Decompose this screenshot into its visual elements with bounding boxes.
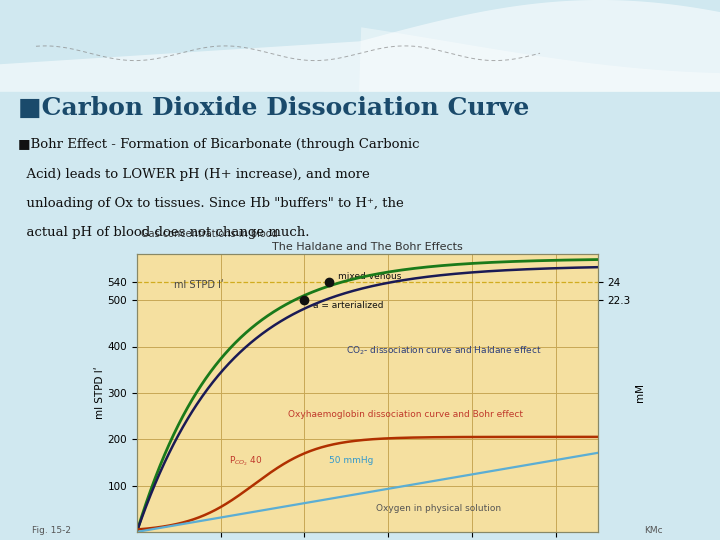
Text: Oxyhaemoglobin dissociation curve and Bohr effect: Oxyhaemoglobin dissociation curve and Bo… [287,410,523,419]
Text: Gas concentrations in blood: Gas concentrations in blood [141,228,278,239]
Y-axis label: ml STPD lʹ: ml STPD lʹ [94,367,104,419]
Text: KMc: KMc [644,525,663,535]
Text: CO$_2$- dissociation curve and Haldane effect: CO$_2$- dissociation curve and Haldane e… [346,345,542,357]
Text: Acid) leads to LOWER pH (H+ increase), and more: Acid) leads to LOWER pH (H+ increase), a… [18,167,370,180]
Y-axis label: mM: mM [635,383,644,402]
Text: mixed venous: mixed venous [338,272,401,281]
Polygon shape [0,0,720,92]
Text: ml STPD lʹ: ml STPD lʹ [174,280,223,290]
Text: 50 mmHg: 50 mmHg [330,456,374,465]
Title: The Haldane and The Bohr Effects: The Haldane and The Bohr Effects [272,241,462,252]
Text: P$_{CO_2}$ 40: P$_{CO_2}$ 40 [229,454,263,468]
Text: actual pH of blood does not change much.: actual pH of blood does not change much. [18,226,310,239]
Text: ■Bohr Effect - Formation of Bicarbonate (through Carbonic: ■Bohr Effect - Formation of Bicarbonate … [18,138,420,151]
Text: unloading of Ox to tissues. Since Hb "buffers" to H⁺, the: unloading of Ox to tissues. Since Hb "bu… [18,197,404,210]
Text: a = arterialized: a = arterialized [312,301,383,309]
Text: Oxygen in physical solution: Oxygen in physical solution [376,504,500,513]
Text: ■Carbon Dioxide Dissociation Curve: ■Carbon Dioxide Dissociation Curve [18,96,529,120]
Text: Fig. 15-2: Fig. 15-2 [32,525,71,535]
Polygon shape [324,28,720,101]
